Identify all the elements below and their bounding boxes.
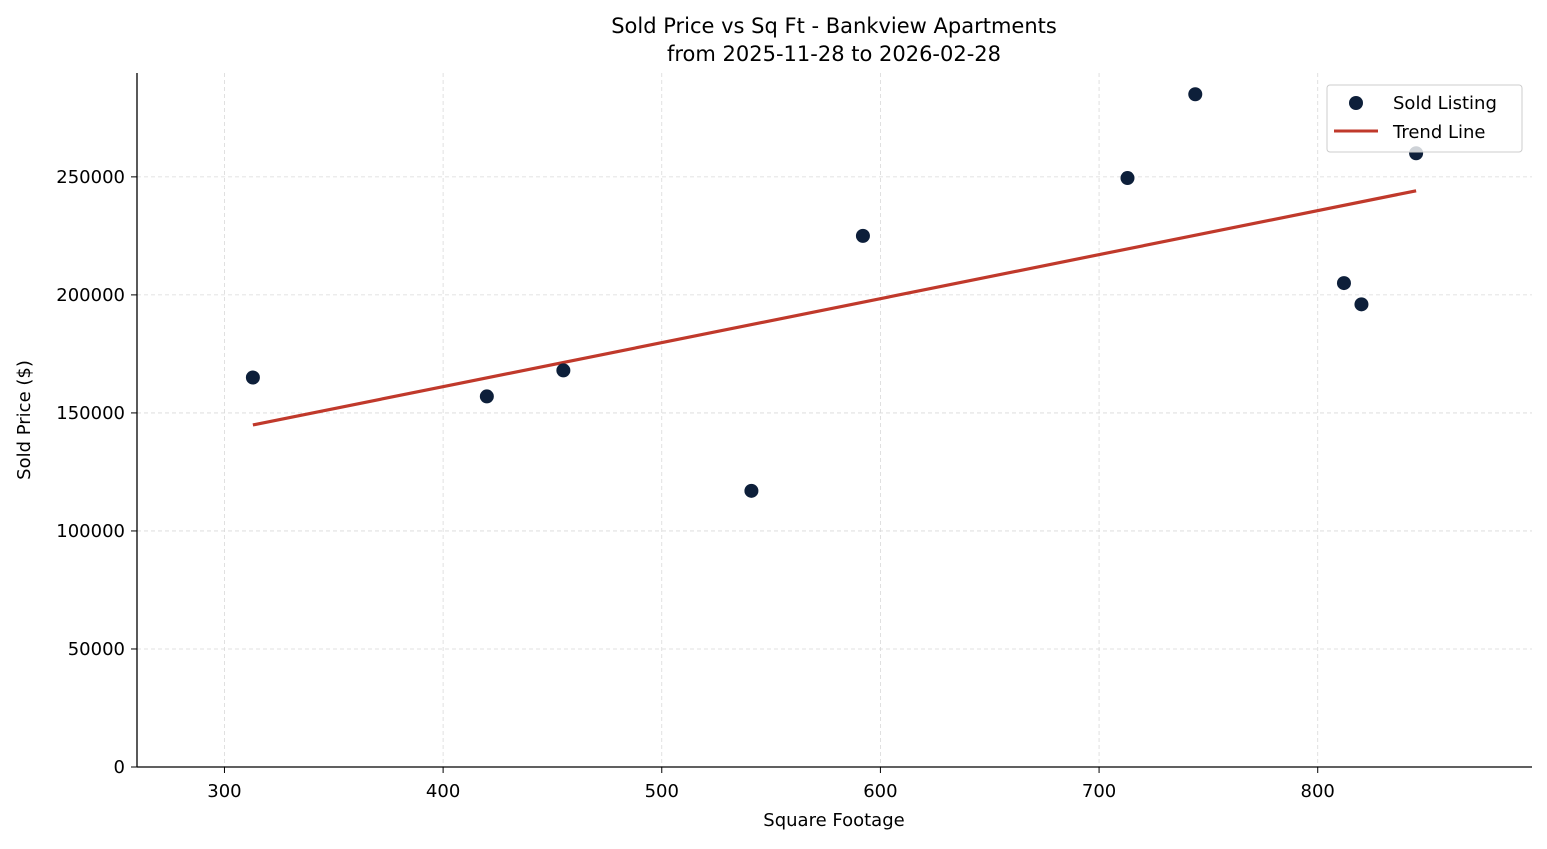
- y-tick-label: 150000: [56, 403, 125, 424]
- y-tick-label: 200000: [56, 285, 125, 306]
- y-tick-label: 100000: [56, 521, 125, 542]
- x-tick-label: 800: [1301, 781, 1335, 802]
- y-tick-label: 0: [114, 757, 125, 778]
- legend: Sold Listing Trend Line: [1326, 84, 1523, 153]
- data-point-sold-listing: [245, 370, 260, 385]
- data-point-sold-listing: [1354, 297, 1369, 312]
- data-point-sold-listing: [744, 483, 759, 498]
- chart-title: Sold Price vs Sq Ft - Bankview Apartment…: [611, 14, 1057, 38]
- x-tick-label: 700: [1082, 781, 1116, 802]
- legend-box: [1326, 84, 1523, 153]
- grid: [137, 73, 1532, 767]
- y-axis-label: Sold Price ($): [14, 360, 35, 480]
- x-tick-label: 500: [645, 781, 679, 802]
- data-point-sold-listing: [1336, 276, 1351, 291]
- legend-marker-sold-listing: [1349, 96, 1363, 110]
- x-tick-label: 400: [426, 781, 460, 802]
- data-point-sold-listing: [1120, 171, 1135, 186]
- ticks: 300 400 500 600 700 800 0 50000 100000 150000 2000…: [56, 167, 1335, 802]
- x-axis-label: Square Footage: [763, 810, 904, 831]
- y-tick-label: 250000: [56, 167, 125, 188]
- chart-subtitle: from 2025-11-28 to 2026-02-28: [667, 42, 1001, 66]
- y-tick-label: 50000: [68, 639, 125, 660]
- data-point-sold-listing: [556, 363, 571, 378]
- x-tick-label: 300: [207, 781, 241, 802]
- legend-label-sold-listing: Sold Listing: [1393, 93, 1497, 114]
- data-point-sold-listing: [1188, 87, 1203, 102]
- data-point-sold-listing: [479, 389, 494, 404]
- trend-line: [252, 189, 1417, 427]
- legend-label-trend-line: Trend Line: [1392, 122, 1486, 143]
- x-tick-label: 600: [863, 781, 897, 802]
- data-point-sold-listing: [855, 228, 870, 243]
- marks: [245, 87, 1424, 498]
